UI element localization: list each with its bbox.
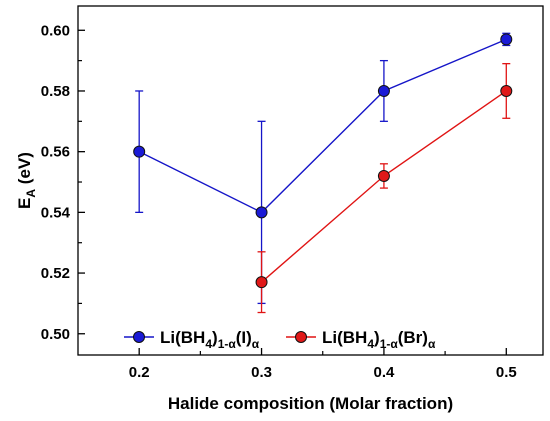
data-point (255, 276, 268, 289)
legend-label: Li(BH4)1-α(I)α (160, 328, 260, 351)
y-tick-label: 0.52 (41, 265, 70, 282)
legend-item-2: Li(BH4)1-α(Br)α (286, 328, 436, 351)
x-axis-label: Halide composition (Molar fraction) (168, 394, 453, 413)
legend-label-part: (Br) (398, 328, 428, 347)
y-axis-label-unit: (eV) (15, 152, 34, 189)
legend-label-part: 4 (205, 337, 212, 351)
legend-label: Li(BH4)1-α(Br)α (322, 328, 436, 351)
data-point (500, 33, 513, 46)
legend-swatch-marker (133, 331, 145, 343)
y-axis: 0.50 0.52 0.54 0.56 0.58 0.60 (41, 22, 85, 343)
series-1 (133, 32, 513, 305)
data-point (377, 84, 390, 97)
legend-label-part: ) (212, 328, 218, 347)
plot-frame (77, 5, 544, 356)
legend-label-part: Li(BH (160, 328, 205, 347)
x-axis: 0.2 0.3 0.4 0.5 (129, 348, 517, 381)
legend-label-part: 1-α (380, 337, 399, 351)
data-point (255, 206, 268, 219)
legend-label-part: α (252, 337, 260, 351)
y-tick-label: 0.50 (41, 326, 70, 343)
legend-label-part: α (428, 337, 436, 351)
legend-label-part: (I) (236, 328, 252, 347)
legend: Li(BH4)1-α(I)α Li(BH4)1-α(Br)α (124, 328, 436, 351)
x-tick-label: 0.4 (373, 364, 395, 381)
y-axis-label-main: E (15, 198, 34, 209)
y-axis-label-subscript: A (24, 189, 38, 198)
x-tick-label: 0.5 (496, 364, 517, 381)
y-tick-label: 0.54 (41, 204, 71, 221)
data-point (500, 84, 513, 97)
y-axis-label: EA (eV) (15, 152, 38, 209)
x-tick-label: 0.3 (251, 364, 272, 381)
legend-label-part: Li(BH (322, 328, 367, 347)
y-tick-label: 0.58 (41, 83, 70, 100)
series-1-line (138, 38, 507, 214)
legend-label-part: ) (374, 328, 380, 347)
legend-swatch-marker (295, 331, 307, 343)
y-tick-label: 0.60 (41, 22, 70, 39)
legend-label-part: 4 (367, 337, 374, 351)
series-layer (133, 32, 513, 314)
legend-item-1: Li(BH4)1-α(I)α (124, 328, 260, 351)
x-tick-label: 0.2 (129, 364, 150, 381)
data-point (133, 145, 146, 158)
legend-label-part: 1-α (218, 337, 237, 351)
data-point (377, 169, 390, 182)
series-2 (255, 63, 513, 314)
y-tick-label: 0.56 (41, 144, 70, 161)
